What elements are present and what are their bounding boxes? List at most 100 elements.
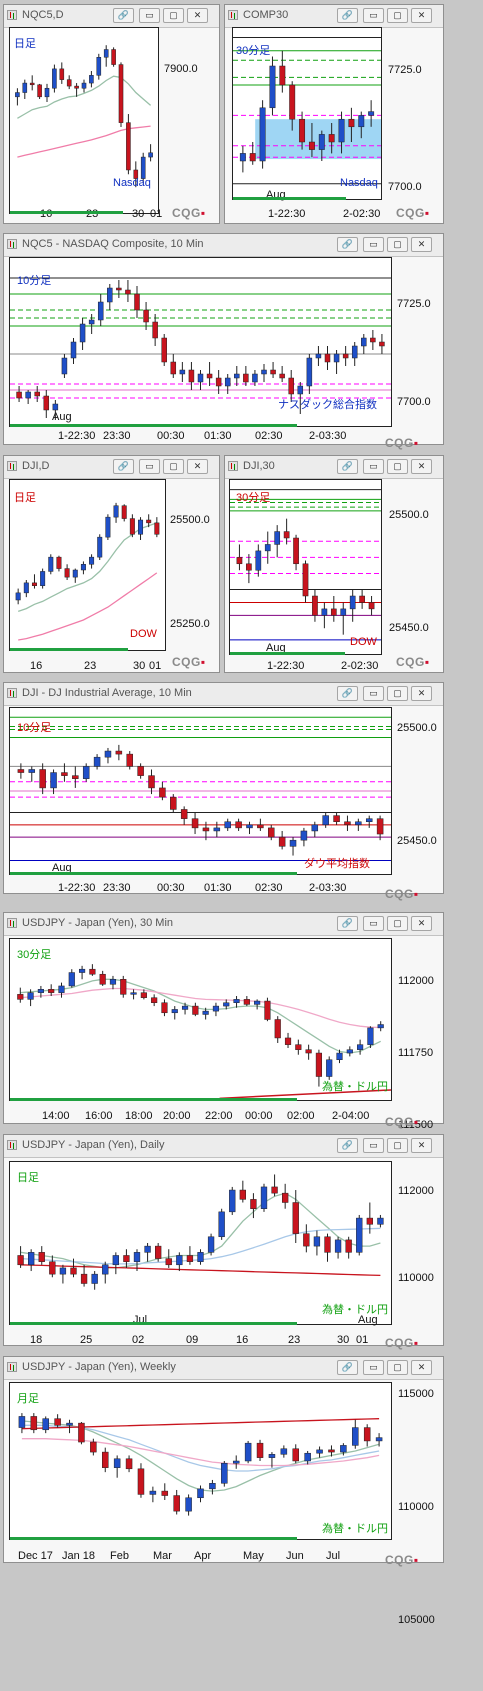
cqg-logo-text: CQG [172,206,201,220]
maximize-button[interactable]: ▢ [387,686,408,701]
link-icon[interactable]: 🔗 [337,686,358,701]
minimize-button[interactable]: ▭ [363,1138,384,1153]
close-button[interactable]: ✕ [411,686,432,701]
link-icon[interactable]: 🔗 [337,916,358,931]
time-scroll-strip[interactable] [10,424,298,427]
plot-area[interactable] [232,27,382,200]
minimize-button[interactable]: ▭ [139,8,160,23]
candle-body [213,827,221,832]
minimize-button[interactable]: ▭ [363,459,384,474]
link-icon[interactable]: 🔗 [113,459,134,474]
candlestick-chart [15,502,160,641]
window-title: COMP30 [243,9,289,21]
plot-area[interactable] [9,1382,392,1540]
close-button[interactable]: ✕ [411,1360,432,1375]
candle-body [146,519,152,524]
cqg-logo-mark: ▪ [200,655,206,669]
candle-body [355,821,362,826]
time-scroll-strip[interactable] [10,872,298,875]
maximize-button[interactable]: ▢ [387,916,408,931]
close-button[interactable]: ✕ [187,8,208,23]
time-scroll-strip[interactable] [233,197,346,200]
time-scroll-strip[interactable] [10,1322,298,1325]
candle-body [111,49,116,65]
x-tick-label: May [243,1550,264,1562]
close-button[interactable]: ✕ [411,1138,432,1153]
candle-body [93,756,101,767]
candle-body [44,87,50,98]
link-icon[interactable]: 🔗 [113,8,134,23]
candle-body [125,1458,133,1470]
candle-body [81,82,87,89]
candlestick-chart [10,277,391,420]
candle-body [102,1264,109,1275]
x-tick-label: Jul [326,1550,341,1562]
minimize-button[interactable]: ▭ [363,686,384,701]
link-icon[interactable]: 🔗 [337,459,358,474]
link-icon[interactable]: 🔗 [337,1360,358,1375]
candle-body [126,122,131,171]
x-tick-label: 23 [288,1334,301,1346]
candle-body [274,531,281,545]
candlestick-chart [10,716,391,861]
candlestick-chart [17,964,391,1100]
y-tick-label: 25450.0 [397,835,437,847]
candle-body [278,836,286,847]
maximize-button[interactable]: ▢ [163,459,184,474]
time-scroll-strip[interactable] [10,211,123,214]
candle-body [344,821,351,826]
candle-body [269,65,276,109]
close-button[interactable]: ✕ [411,916,432,931]
candle-body [345,1239,352,1253]
y-tick-label: 25500.0 [389,509,429,521]
cqg-logo-mark: ▪ [413,436,419,450]
candle-body [152,321,158,339]
candle-body [120,979,127,995]
candle-body [148,775,155,789]
candle-body [171,1009,178,1014]
maximize-button[interactable]: ▢ [387,8,408,23]
candle-body [292,1202,299,1234]
candle-body [161,1490,169,1496]
minimize-button[interactable]: ▭ [363,916,384,931]
x-tick-label: 16 [30,660,43,672]
time-scroll-strip[interactable] [230,652,345,655]
time-scroll-strip[interactable] [10,1098,298,1101]
candle-body [27,992,34,1000]
maximize-button[interactable]: ▢ [163,8,184,23]
close-button[interactable]: ✕ [411,459,432,474]
close-button[interactable]: ✕ [187,459,208,474]
plot-area[interactable] [9,27,159,214]
cqg-logo-mark: ▪ [200,206,206,220]
candle-body [149,1490,157,1495]
time-scroll-strip[interactable] [10,1537,298,1540]
minimize-button[interactable]: ▭ [363,237,384,252]
candle-body [311,824,319,832]
close-button[interactable]: ✕ [411,237,432,252]
link-icon[interactable]: 🔗 [337,1138,358,1153]
candle-body [268,1454,276,1458]
x-tick-label: 2-03:30 [309,882,347,894]
time-scroll-strip[interactable] [10,648,128,651]
maximize-button[interactable]: ▢ [387,237,408,252]
close-button[interactable]: ✕ [411,8,432,23]
link-icon[interactable]: 🔗 [337,237,358,252]
candle-body [50,772,57,789]
window-title: DJI,30 [243,460,275,472]
timeframe-label: 30分足 [236,492,271,504]
x-tick-label: 01 [150,208,163,220]
maximize-button[interactable]: ▢ [387,459,408,474]
maximize-button[interactable]: ▢ [387,1360,408,1375]
maximize-button[interactable]: ▢ [387,1138,408,1153]
candle-body [254,1000,261,1005]
candle-body [243,999,250,1005]
x-tick-label: Dec 17 [18,1550,53,1562]
minimize-button[interactable]: ▭ [139,459,160,474]
minimize-button[interactable]: ▭ [363,1360,384,1375]
link-icon[interactable]: 🔗 [337,8,358,23]
candle-body [68,972,75,987]
minimize-button[interactable]: ▭ [363,8,384,23]
candle-body [107,287,113,303]
window-title: USDJPY - Japan (Yen), Weekly [22,1361,176,1373]
candle-body [202,1010,209,1015]
